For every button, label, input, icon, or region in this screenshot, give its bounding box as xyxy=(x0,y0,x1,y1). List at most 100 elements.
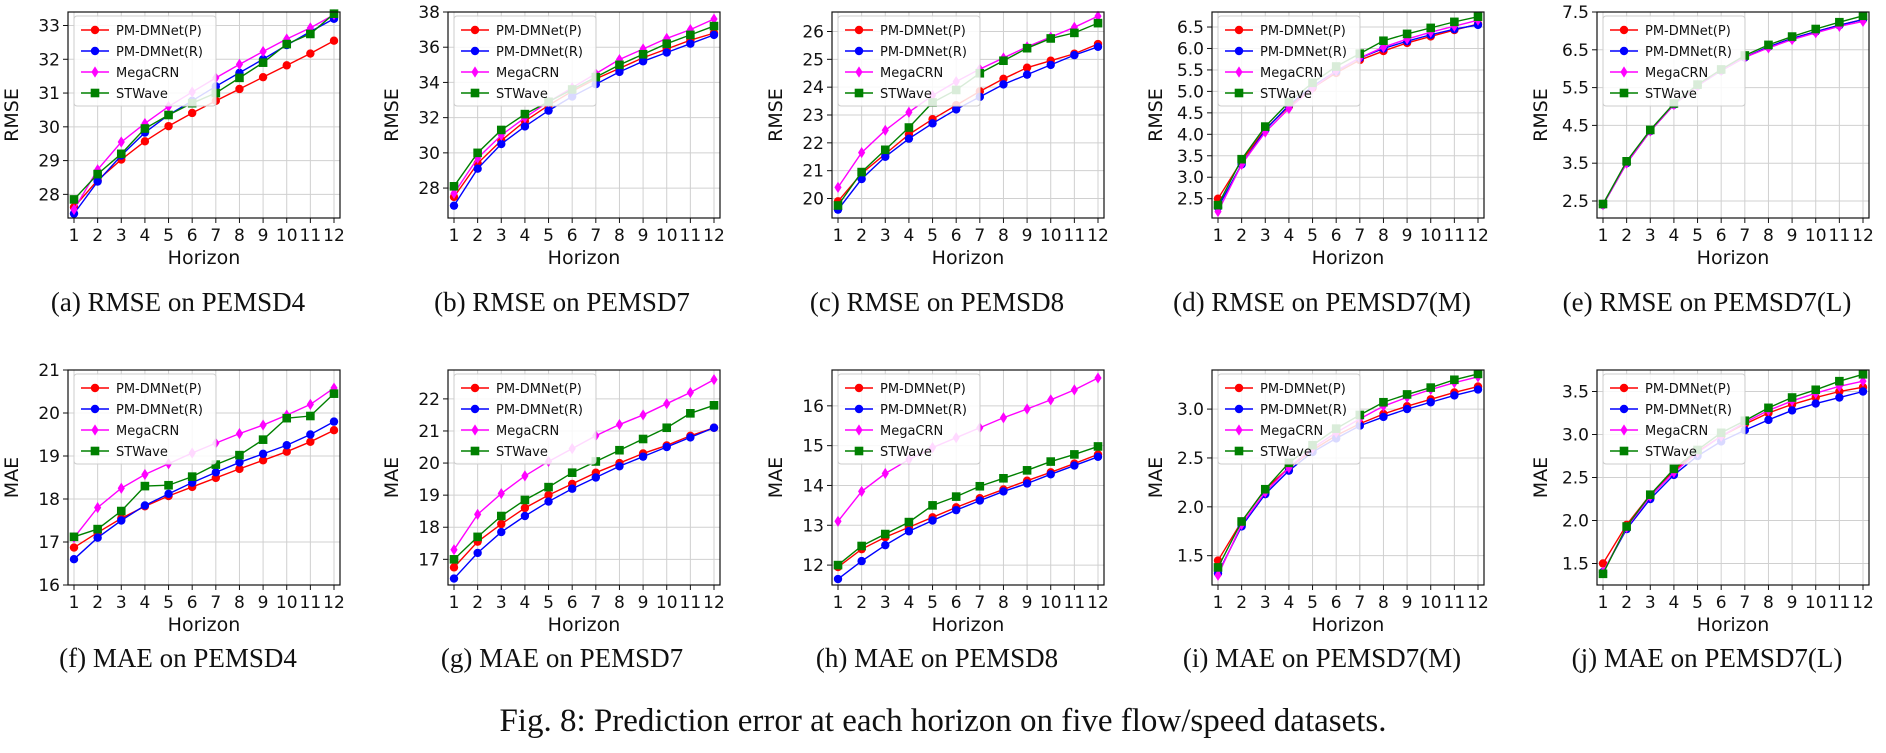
data-point xyxy=(999,56,1008,66)
data-point xyxy=(1787,32,1797,41)
data-point xyxy=(1379,36,1388,46)
x-tick-label: 1 xyxy=(1213,593,1224,613)
legend-box xyxy=(73,15,217,107)
data-point xyxy=(880,145,890,155)
data-point xyxy=(1764,40,1773,50)
data-point xyxy=(663,32,671,45)
legend-label: PM-DMNet(R) xyxy=(116,45,203,60)
y-tick-label: 36 xyxy=(418,38,440,58)
x-tick-label: 1 xyxy=(449,593,460,613)
y-tick-label: 3.5 xyxy=(1562,154,1589,174)
data-point xyxy=(497,527,506,537)
x-tick-label: 10 xyxy=(1040,226,1062,246)
legend-label: MegaCRN xyxy=(1645,424,1708,439)
legend-label: PM-DMNet(R) xyxy=(1645,403,1732,418)
legend-label: PM-DMNet(R) xyxy=(880,403,967,418)
y-tick-label: 22 xyxy=(418,390,440,410)
legend-label: STWave xyxy=(1645,445,1697,460)
data-point xyxy=(140,501,150,510)
data-point xyxy=(881,467,889,480)
y-tick-label: 4.5 xyxy=(1562,116,1589,136)
x-tick-label: 7 xyxy=(1739,593,1750,613)
data-point xyxy=(662,39,672,48)
legend-marker xyxy=(1619,25,1629,35)
data-point xyxy=(520,511,530,521)
plot-frame xyxy=(67,369,341,586)
data-point xyxy=(833,201,843,210)
data-point xyxy=(1622,157,1631,166)
x-tick-label: 11 xyxy=(300,593,322,613)
legend-marker xyxy=(1234,446,1244,456)
data-point xyxy=(164,121,173,131)
data-point xyxy=(69,532,79,542)
x-tick-label: 3 xyxy=(880,593,891,613)
data-point xyxy=(1070,28,1079,38)
legend-marker xyxy=(1234,46,1244,56)
data-point xyxy=(881,540,890,550)
legend-label: PM-DMNet(P) xyxy=(1260,24,1346,39)
x-tick-label: 9 xyxy=(638,226,649,246)
x-tick-label: 2 xyxy=(1236,226,1247,246)
data-point xyxy=(497,519,506,529)
data-point xyxy=(638,57,648,66)
data-point xyxy=(710,13,718,25)
legend-box xyxy=(1602,15,1746,107)
legend-label: MegaCRN xyxy=(1260,424,1323,439)
legend-marker xyxy=(1619,383,1629,393)
x-tick-label: 9 xyxy=(258,226,269,246)
data-point xyxy=(235,84,244,94)
data-point xyxy=(834,515,842,527)
x-tick-label: 3 xyxy=(880,226,891,246)
x-tick-label: 5 xyxy=(163,593,174,613)
data-point xyxy=(259,419,267,431)
data-point xyxy=(1787,406,1797,415)
data-point xyxy=(1402,390,1412,399)
legend-label: PM-DMNet(R) xyxy=(1260,403,1347,418)
data-point xyxy=(686,409,695,418)
x-tick-label: 4 xyxy=(139,593,150,613)
data-point xyxy=(858,146,866,159)
legend-marker xyxy=(90,383,100,393)
chart-9: 1.52.02.53.01 2 3 4 5 6 7 8 9 10 11 12HorizonMAEPM-… xyxy=(1145,369,1489,636)
x-tick-label: 7 xyxy=(210,226,221,246)
x-tick-label: 12 xyxy=(703,226,725,246)
x-tick-label: 10 xyxy=(656,226,678,246)
x-tick-label: 2 xyxy=(92,593,103,613)
legend-marker xyxy=(90,46,100,56)
caption-h: (h) MAE on PEMSD8 xyxy=(815,643,1059,673)
legend-box xyxy=(1217,15,1361,107)
data-point xyxy=(1859,15,1867,28)
x-tick-label: 1 xyxy=(69,593,80,613)
data-point xyxy=(1669,464,1679,474)
legend-marker xyxy=(91,66,99,78)
x-tick-label: 3 xyxy=(496,226,507,246)
x-axis-label: Horizon xyxy=(1312,614,1385,636)
y-tick-label: 7.5 xyxy=(1562,3,1589,23)
y-tick-label: 3.0 xyxy=(1177,400,1204,420)
x-tick-label: 9 xyxy=(1402,226,1413,246)
data-point xyxy=(1094,10,1102,22)
x-tick-label: 5 xyxy=(1692,226,1703,246)
data-point xyxy=(615,445,624,455)
x-tick-label: 5 xyxy=(1307,226,1318,246)
data-point xyxy=(615,67,624,77)
x-tick-label: 10 xyxy=(1420,226,1442,246)
legend-label: STWave xyxy=(1260,445,1312,460)
data-point xyxy=(1070,450,1079,459)
x-tick-label: 2 xyxy=(472,593,483,613)
x-tick-label: 5 xyxy=(543,226,554,246)
data-point xyxy=(211,460,221,469)
data-point xyxy=(117,136,125,148)
x-tick-label: 2 xyxy=(1621,593,1632,613)
x-tick-label: 12 xyxy=(1467,226,1489,246)
y-tick-label: 5.0 xyxy=(1177,82,1204,102)
data-point xyxy=(235,73,244,83)
series-line xyxy=(73,40,335,208)
y-axis-label: RMSE xyxy=(381,88,403,142)
x-tick-label: 3 xyxy=(1260,593,1271,613)
legend-label: STWave xyxy=(880,87,932,102)
